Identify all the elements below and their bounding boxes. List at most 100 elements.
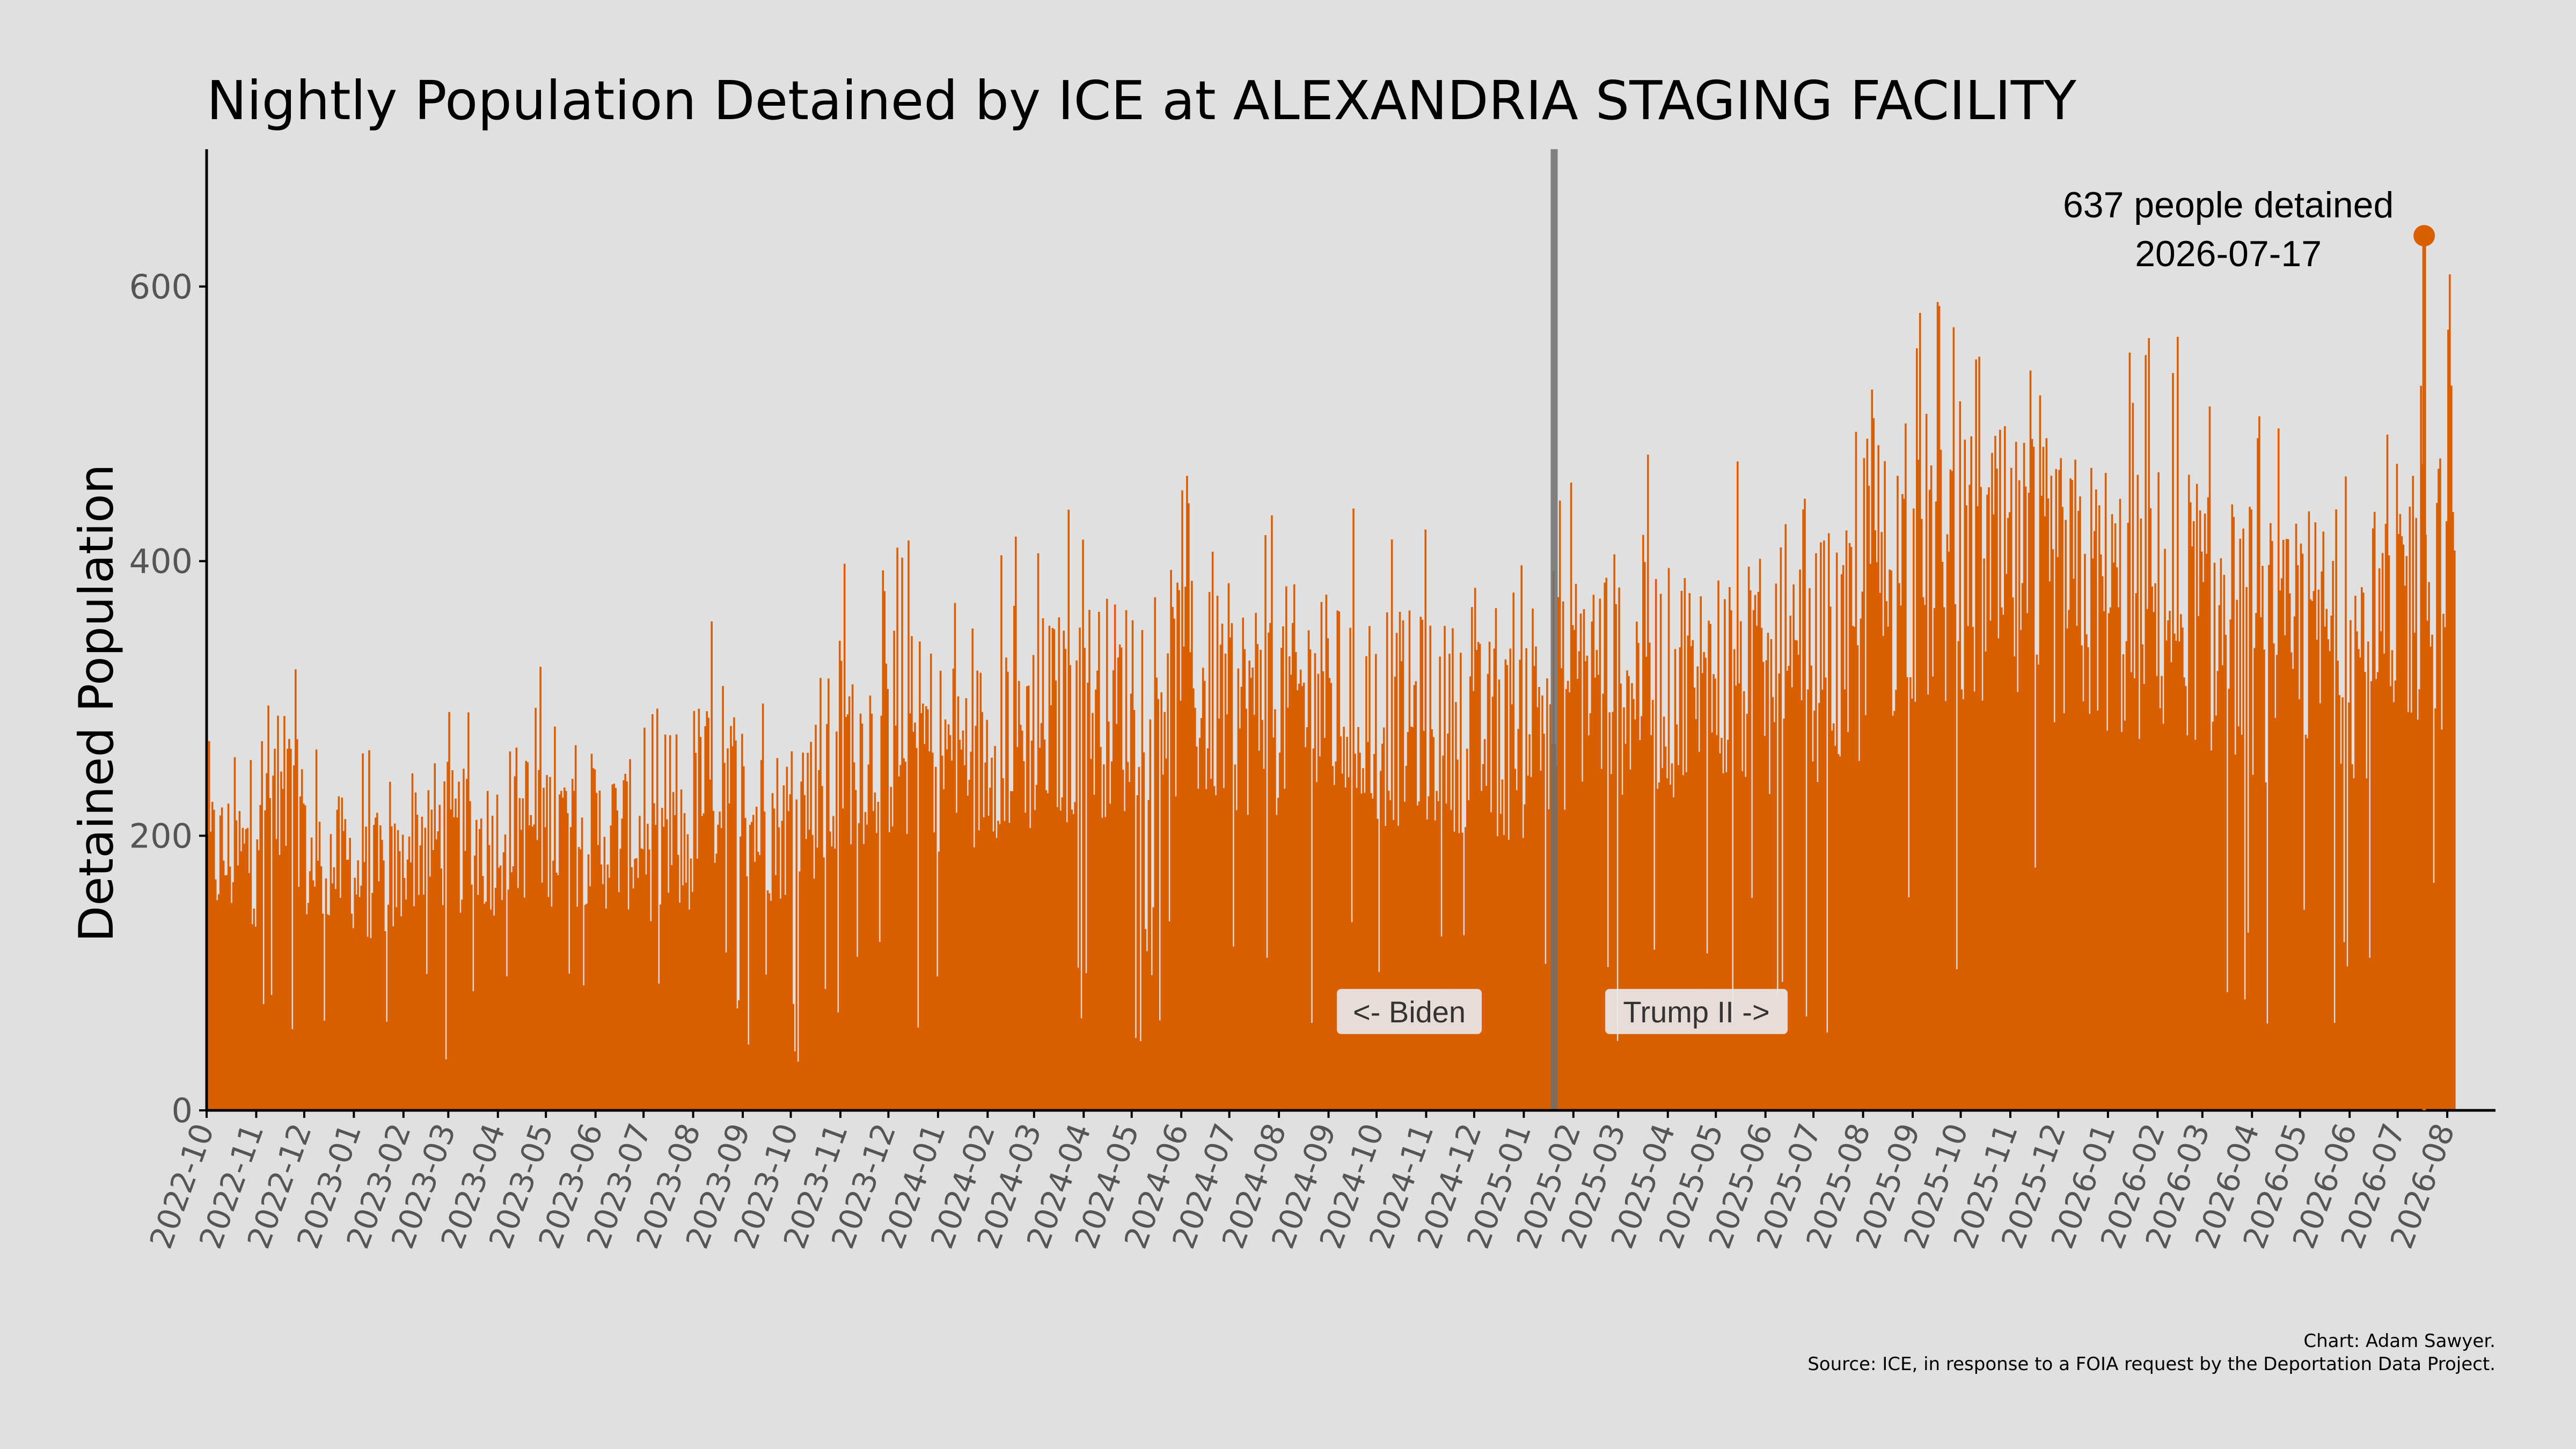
bar [209,831,212,1110]
bar [2154,583,2156,1110]
bar [1439,656,1441,1110]
bar [2348,702,2350,1110]
bar [1268,632,1270,1110]
bar [906,834,908,1110]
bar [1444,626,1446,1110]
bar [1136,795,1139,1110]
bar [1095,689,1097,1110]
bar [1507,839,1510,1110]
bar [1919,312,1921,1110]
bar [642,849,644,1110]
bar [344,819,347,1110]
bar [1687,635,1689,1110]
bar [1868,486,1870,1111]
bar [1373,753,1375,1110]
bar [2447,330,2449,1111]
bar [952,668,955,1110]
bar [1035,785,1038,1110]
bar [1040,723,1043,1110]
bar [828,678,830,1110]
bar [2081,645,2083,1110]
bar [1783,719,1785,1110]
bar [1372,798,1374,1110]
bar [2145,355,2147,1110]
bar [2213,562,2216,1110]
bar [1397,825,1400,1110]
bar [758,855,761,1110]
bar [569,827,572,1110]
bar [941,756,943,1110]
bar [2409,507,2411,1111]
bar [720,828,722,1110]
bar [1348,777,1350,1110]
bar [1972,626,1974,1110]
bar [1319,756,1321,1110]
bar [665,819,668,1110]
bar [1911,698,1913,1110]
bar [2335,509,2337,1110]
bar [1467,800,1470,1110]
bar [235,820,238,1110]
bar [2161,676,2163,1110]
bar [678,902,681,1110]
bar [1730,610,1732,1110]
bar [1696,666,1699,1110]
bar [1045,790,1048,1110]
bar [1900,605,1902,1110]
bar [430,809,433,1110]
bar [1946,534,1949,1110]
bar [1470,607,1473,1110]
bar [393,823,396,1110]
bar [1349,627,1351,1110]
bar [1898,583,1900,1110]
bar [631,867,633,1110]
bar [1872,418,1875,1110]
bar [2396,464,2398,1110]
bar [208,741,210,1110]
bar [1633,699,1635,1110]
bar [933,832,935,1110]
bar [1466,748,1468,1110]
bar [1403,801,1406,1110]
peak-marker [2413,225,2435,247]
bar [2063,713,2065,1110]
bar [2204,513,2206,1110]
bar [702,813,705,1110]
bar [1232,946,1235,1110]
bar [813,879,815,1110]
bar [1269,623,1271,1110]
bar [2353,778,2355,1110]
bar [2071,480,2073,1111]
bar [2174,633,2176,1110]
bar [219,815,222,1110]
bar [216,900,218,1110]
bar [2226,992,2229,1110]
bar [1792,584,1795,1110]
bar [662,826,665,1110]
bar [1490,812,1492,1110]
bar [1967,626,1970,1110]
bar [1186,475,1188,1110]
bar [836,731,838,1110]
bar [1264,535,1267,1110]
bar [1516,790,1518,1110]
bar [1151,975,1153,1110]
bar [2321,571,2323,1110]
bar [2317,589,2320,1110]
bar [778,827,780,1110]
bar [551,906,553,1110]
bar [1172,606,1174,1110]
bar [736,1008,738,1110]
bar [429,876,431,1110]
bar [699,737,702,1110]
bar [1928,489,1931,1111]
bar [2084,554,2086,1110]
bar [1820,542,1822,1110]
bar [549,777,551,1110]
bar [1457,759,1459,1110]
bar [1664,746,1667,1110]
bar [1721,737,1723,1110]
bar [467,712,470,1110]
bar [2341,697,2344,1110]
bar [623,780,625,1110]
